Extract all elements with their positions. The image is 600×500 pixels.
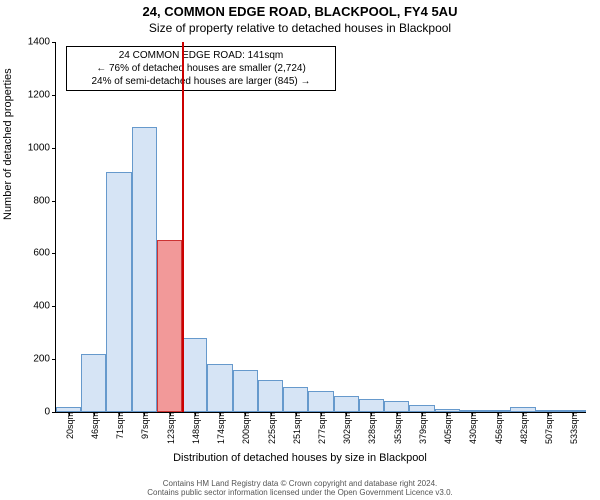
histogram-bar xyxy=(207,364,232,412)
x-tick-mark xyxy=(472,412,473,416)
x-tick-mark xyxy=(271,412,272,416)
x-tick-mark xyxy=(573,412,574,416)
x-tick-mark xyxy=(195,412,196,416)
x-tick-label: 482sqm xyxy=(519,412,529,444)
x-tick-label: 277sqm xyxy=(317,412,327,444)
x-tick-label: 225sqm xyxy=(267,412,277,444)
x-tick-mark xyxy=(346,412,347,416)
y-tick-label: 1000 xyxy=(20,142,56,153)
x-tick-mark xyxy=(69,412,70,416)
x-tick-label: 353sqm xyxy=(393,412,403,444)
histogram-bar xyxy=(233,370,258,412)
y-tick-mark xyxy=(52,306,56,307)
x-tick-label: 200sqm xyxy=(241,412,251,444)
x-tick-mark xyxy=(371,412,372,416)
marker-line xyxy=(182,42,184,412)
x-tick-mark xyxy=(144,412,145,416)
footer-text: Contains HM Land Registry data © Crown c… xyxy=(0,479,600,498)
y-tick-label: 1400 xyxy=(20,37,56,48)
x-tick-label: 430sqm xyxy=(468,412,478,444)
y-tick-label: 800 xyxy=(20,195,56,206)
x-tick-label: 174sqm xyxy=(216,412,226,444)
y-tick-label: 200 xyxy=(20,354,56,365)
x-tick-label: 251sqm xyxy=(292,412,302,444)
y-tick-mark xyxy=(52,95,56,96)
y-tick-mark xyxy=(52,412,56,413)
x-tick-label: 123sqm xyxy=(166,412,176,444)
y-tick-mark xyxy=(52,148,56,149)
footer-line-2: Contains public sector information licen… xyxy=(0,488,600,498)
x-tick-mark xyxy=(245,412,246,416)
x-tick-label: 302sqm xyxy=(342,412,352,444)
histogram-bar xyxy=(157,240,182,412)
x-axis-label: Distribution of detached houses by size … xyxy=(0,452,600,464)
x-tick-mark xyxy=(422,412,423,416)
x-tick-label: 456sqm xyxy=(494,412,504,444)
plot-area: 24 COMMON EDGE ROAD: 141sqm ← 76% of det… xyxy=(55,42,586,413)
annotation-box: 24 COMMON EDGE ROAD: 141sqm ← 76% of det… xyxy=(66,46,336,91)
x-tick-mark xyxy=(498,412,499,416)
histogram-bar xyxy=(409,405,434,412)
y-tick-mark xyxy=(52,359,56,360)
y-tick-label: 1200 xyxy=(20,89,56,100)
histogram-bar xyxy=(308,391,333,412)
page-subtitle: Size of property relative to detached ho… xyxy=(0,19,600,35)
histogram-bar xyxy=(132,127,157,412)
histogram-bar xyxy=(384,401,409,412)
x-tick-label: 379sqm xyxy=(418,412,428,444)
annotation-line-1: 24 COMMON EDGE ROAD: 141sqm xyxy=(71,49,331,62)
histogram-bar xyxy=(258,380,283,412)
histogram-bar xyxy=(81,354,106,412)
annotation-line-3: 24% of semi-detached houses are larger (… xyxy=(71,75,331,88)
x-tick-label: 46sqm xyxy=(90,412,100,439)
y-tick-mark xyxy=(52,201,56,202)
x-tick-label: 507sqm xyxy=(544,412,554,444)
annotation-line-2: ← 76% of detached houses are smaller (2,… xyxy=(71,62,331,75)
x-tick-mark xyxy=(548,412,549,416)
x-tick-label: 148sqm xyxy=(191,412,201,444)
y-tick-mark xyxy=(52,253,56,254)
y-tick-mark xyxy=(52,42,56,43)
histogram-bar xyxy=(182,338,207,412)
y-tick-label: 600 xyxy=(20,248,56,259)
chart-container: 24, COMMON EDGE ROAD, BLACKPOOL, FY4 5AU… xyxy=(0,0,600,500)
x-tick-label: 97sqm xyxy=(140,412,150,439)
histogram-bar xyxy=(106,172,131,413)
footer-line-1: Contains HM Land Registry data © Crown c… xyxy=(0,479,600,489)
x-tick-label: 71sqm xyxy=(115,412,125,439)
x-tick-mark xyxy=(447,412,448,416)
x-tick-mark xyxy=(220,412,221,416)
histogram-bar xyxy=(283,387,308,412)
x-tick-label: 328sqm xyxy=(367,412,377,444)
x-tick-mark xyxy=(170,412,171,416)
y-axis-label: Number of detached properties xyxy=(2,68,14,220)
x-tick-mark xyxy=(523,412,524,416)
x-tick-mark xyxy=(94,412,95,416)
y-tick-label: 400 xyxy=(20,301,56,312)
page-title: 24, COMMON EDGE ROAD, BLACKPOOL, FY4 5AU xyxy=(0,0,600,19)
y-tick-label: 0 xyxy=(20,407,56,418)
x-tick-mark xyxy=(119,412,120,416)
x-tick-label: 405sqm xyxy=(443,412,453,444)
x-tick-mark xyxy=(321,412,322,416)
x-tick-label: 20sqm xyxy=(65,412,75,439)
x-tick-mark xyxy=(296,412,297,416)
histogram-bar xyxy=(359,399,384,412)
x-tick-mark xyxy=(397,412,398,416)
histogram-bar xyxy=(334,396,359,412)
x-tick-label: 533sqm xyxy=(569,412,579,444)
